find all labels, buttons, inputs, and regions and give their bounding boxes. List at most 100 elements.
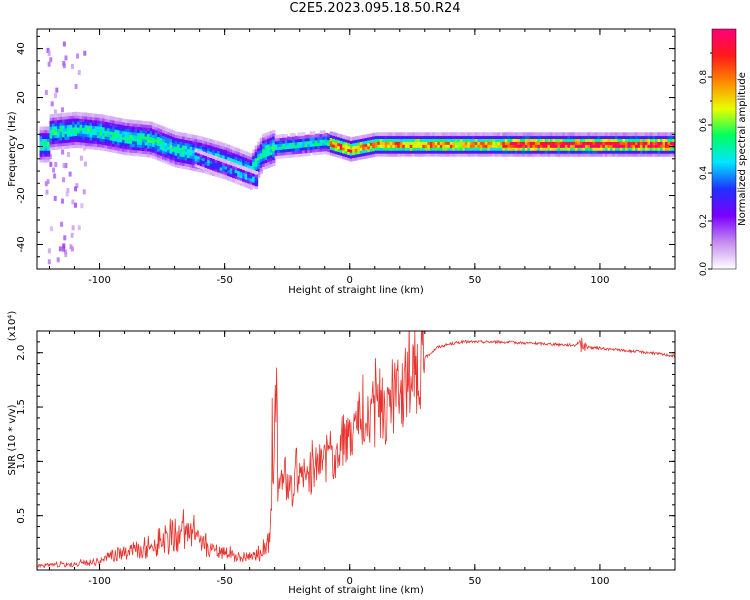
spectrogram-cell bbox=[127, 128, 131, 132]
spectrogram-cell bbox=[614, 135, 619, 140]
spectrogram-cell bbox=[477, 147, 481, 151]
spectrogram-cell bbox=[587, 135, 591, 140]
spectrogram-cell bbox=[489, 152, 494, 157]
spectrogram-cell bbox=[272, 129, 276, 134]
spectrogram-cell bbox=[209, 166, 214, 170]
spectrogram-cell bbox=[134, 146, 138, 151]
spectrogram-cell bbox=[409, 135, 414, 140]
spectrogram-cell bbox=[532, 147, 536, 151]
spectrogram-cell bbox=[289, 142, 293, 146]
spectrogram-cell bbox=[44, 149, 48, 154]
spectrogram-cell bbox=[669, 135, 674, 140]
spectrogram-cell bbox=[52, 125, 56, 130]
spectrogram-cell bbox=[189, 137, 193, 141]
spectrogram-cell bbox=[137, 135, 141, 139]
spectrogram-cell bbox=[327, 148, 331, 153]
spectrogram-cell bbox=[202, 151, 206, 156]
spectrogram-cell bbox=[197, 152, 201, 157]
spectrogram-cell bbox=[204, 164, 209, 168]
spectrogram-cell bbox=[119, 141, 123, 146]
spectrogram-cell bbox=[39, 126, 43, 131]
spectrogram-cell bbox=[82, 141, 86, 146]
spectrogram-cell bbox=[537, 141, 541, 145]
spectrogram-cell bbox=[304, 149, 309, 154]
spectrogram-cell bbox=[262, 163, 266, 167]
spectrogram-cell bbox=[114, 143, 118, 148]
spectrogram-cell bbox=[484, 149, 489, 154]
spectrogram-cell bbox=[562, 141, 566, 145]
spectrogram-cell bbox=[52, 137, 56, 142]
spectrogram-cell bbox=[434, 144, 439, 148]
spectrogram-cell bbox=[339, 146, 344, 150]
spectrogram-cell bbox=[54, 162, 58, 168]
spectrogram-cell bbox=[622, 149, 626, 154]
spectrogram-cell bbox=[354, 148, 359, 152]
spectrogram-cell bbox=[129, 128, 133, 133]
spectrogram-cell bbox=[137, 146, 141, 151]
spectrogram-cell bbox=[394, 132, 399, 137]
spectrogram-cell bbox=[432, 132, 436, 137]
spectrogram-cell bbox=[187, 154, 191, 159]
spectrogram-cell bbox=[234, 150, 238, 155]
spectrogram-cell bbox=[224, 146, 228, 151]
spectrogram-cell bbox=[259, 146, 263, 151]
spectrogram-cell bbox=[329, 143, 334, 147]
spectrogram-cell bbox=[177, 164, 181, 168]
spectrogram-cell bbox=[507, 149, 511, 154]
spectrogram-cell bbox=[612, 147, 616, 151]
spectrogram-cell bbox=[427, 144, 431, 148]
spectrogram-cell bbox=[372, 132, 376, 137]
spectrogram-cell bbox=[622, 135, 626, 140]
spectrogram-cell bbox=[642, 152, 646, 157]
spectrogram-cell bbox=[124, 151, 128, 156]
spectrogram-cell bbox=[192, 158, 196, 163]
spectrogram-cell bbox=[94, 116, 98, 121]
spectrogram-cell bbox=[52, 134, 56, 139]
spectrogram-cell bbox=[97, 137, 101, 142]
spectrogram-cell bbox=[269, 154, 273, 159]
spectrogram-cell bbox=[69, 141, 73, 146]
spectrogram-cell bbox=[197, 155, 201, 160]
spectrogram-cell bbox=[547, 132, 551, 137]
spectrogram-cell bbox=[69, 135, 73, 140]
spectrogram-cell bbox=[74, 144, 78, 148]
spectrogram-cell bbox=[492, 147, 496, 151]
spectrogram-cell bbox=[237, 173, 241, 177]
spectrogram-cell bbox=[139, 141, 143, 145]
spectrogram-cell bbox=[482, 144, 486, 148]
spectrogram-cell bbox=[604, 141, 609, 145]
spectrogram-cell bbox=[602, 138, 606, 142]
spectrogram-cell bbox=[554, 147, 559, 151]
spectrogram-cell bbox=[667, 132, 671, 137]
spectrogram-cell bbox=[284, 142, 288, 147]
spectrogram-cell bbox=[617, 147, 621, 151]
spectrogram-cell bbox=[664, 141, 669, 145]
spectrogram-cell bbox=[407, 132, 411, 137]
spectrogram-cell bbox=[559, 144, 564, 148]
spectrogram-cell bbox=[244, 176, 249, 180]
spectrogram-cell bbox=[154, 152, 158, 157]
spectrogram-cell bbox=[129, 131, 133, 136]
spectrogram-cell bbox=[292, 150, 296, 155]
spectrogram-cell bbox=[522, 141, 526, 145]
spectrogram-cell bbox=[199, 168, 203, 173]
spectrogram-cell bbox=[72, 112, 76, 116]
spectrogram-cell bbox=[247, 155, 251, 160]
spectrogram-cell bbox=[84, 115, 88, 120]
spectrogram-cell bbox=[209, 150, 213, 155]
spectrogram-cell bbox=[164, 142, 168, 146]
spectrogram-cell bbox=[472, 149, 476, 154]
spectrogram-cell bbox=[87, 136, 91, 141]
spectrogram-cell bbox=[497, 144, 501, 148]
spectrogram-cell bbox=[59, 145, 63, 150]
spectrogram-cell bbox=[74, 111, 78, 116]
spectrogram-cell bbox=[492, 132, 496, 137]
spectrogram-cell bbox=[507, 144, 511, 148]
spectrogram-cell bbox=[364, 151, 369, 156]
spectrogram-cell bbox=[434, 147, 439, 151]
spectrogram-cell bbox=[289, 150, 293, 155]
spectrogram-cell bbox=[67, 112, 71, 117]
spectrogram-cell bbox=[474, 135, 479, 140]
spectrogram-cell bbox=[52, 131, 56, 136]
spectrogram-cell bbox=[119, 135, 123, 140]
